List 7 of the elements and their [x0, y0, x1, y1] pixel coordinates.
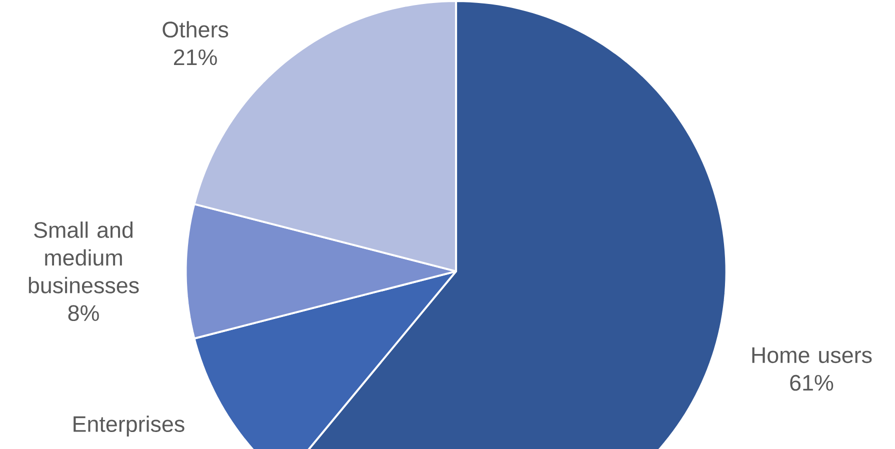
data-label: 61%	[790, 374, 834, 391]
data-label: 21%	[174, 49, 217, 66]
slice-label: Others	[162, 20, 228, 38]
data-label: 8%	[68, 305, 99, 321]
slice-label: Home users	[752, 347, 872, 363]
slice-label: Small and medium businesses	[28, 221, 139, 294]
slice-label: Enterprises	[74, 415, 184, 436]
